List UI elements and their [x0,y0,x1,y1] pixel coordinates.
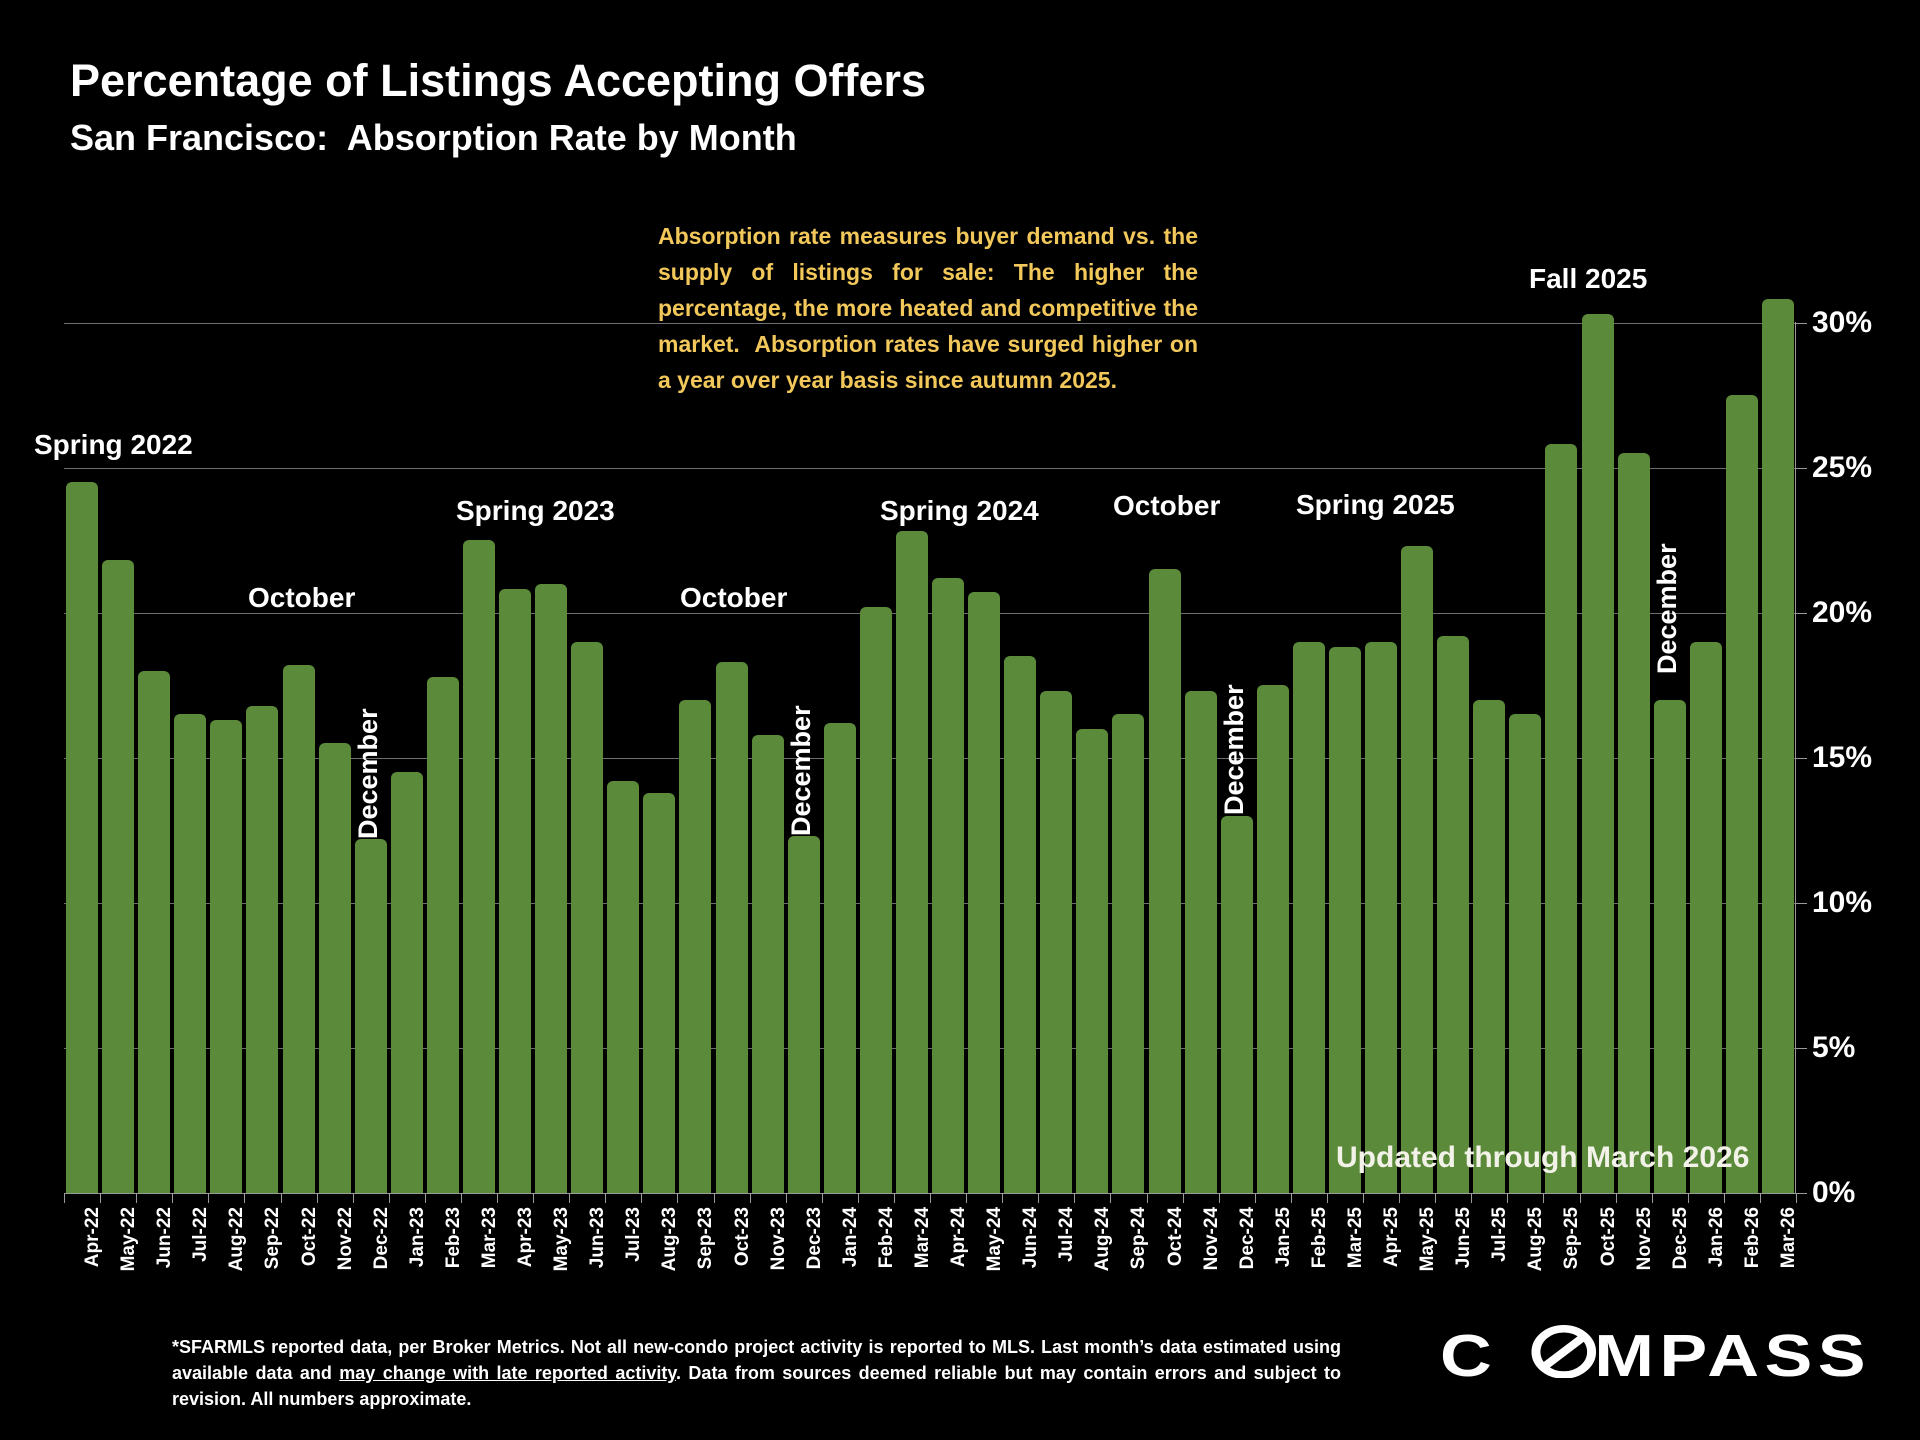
svg-text:MPASS: MPASS [1594,1325,1866,1378]
svg-text:C: C [1440,1325,1497,1378]
